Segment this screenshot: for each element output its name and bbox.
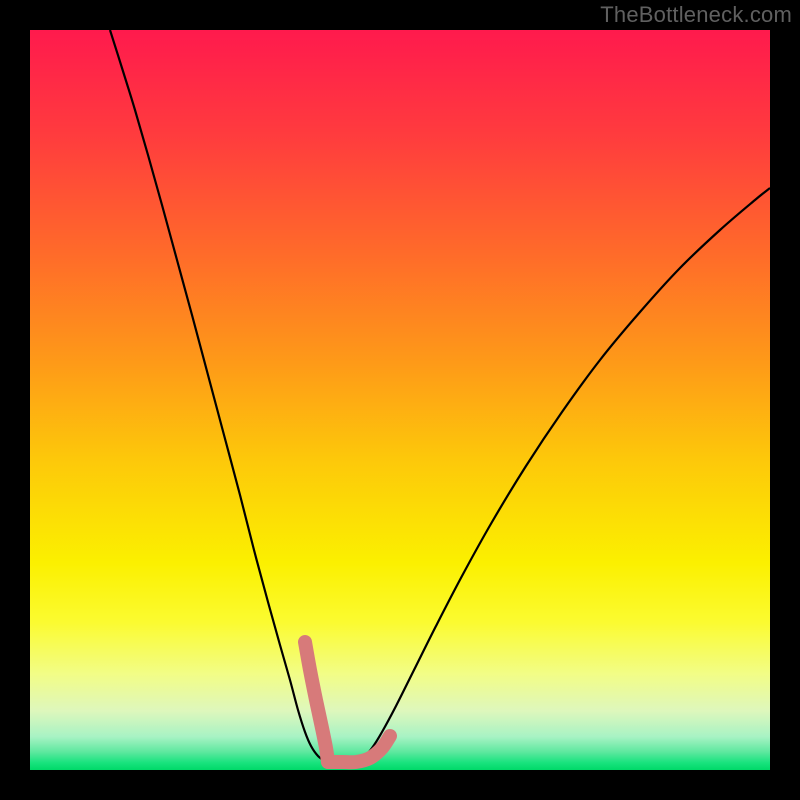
plot-area (30, 30, 770, 770)
gradient-background (30, 30, 770, 770)
plot-svg (30, 30, 770, 770)
chart-frame: TheBottleneck.com (0, 0, 800, 800)
watermark-text: TheBottleneck.com (600, 2, 792, 28)
